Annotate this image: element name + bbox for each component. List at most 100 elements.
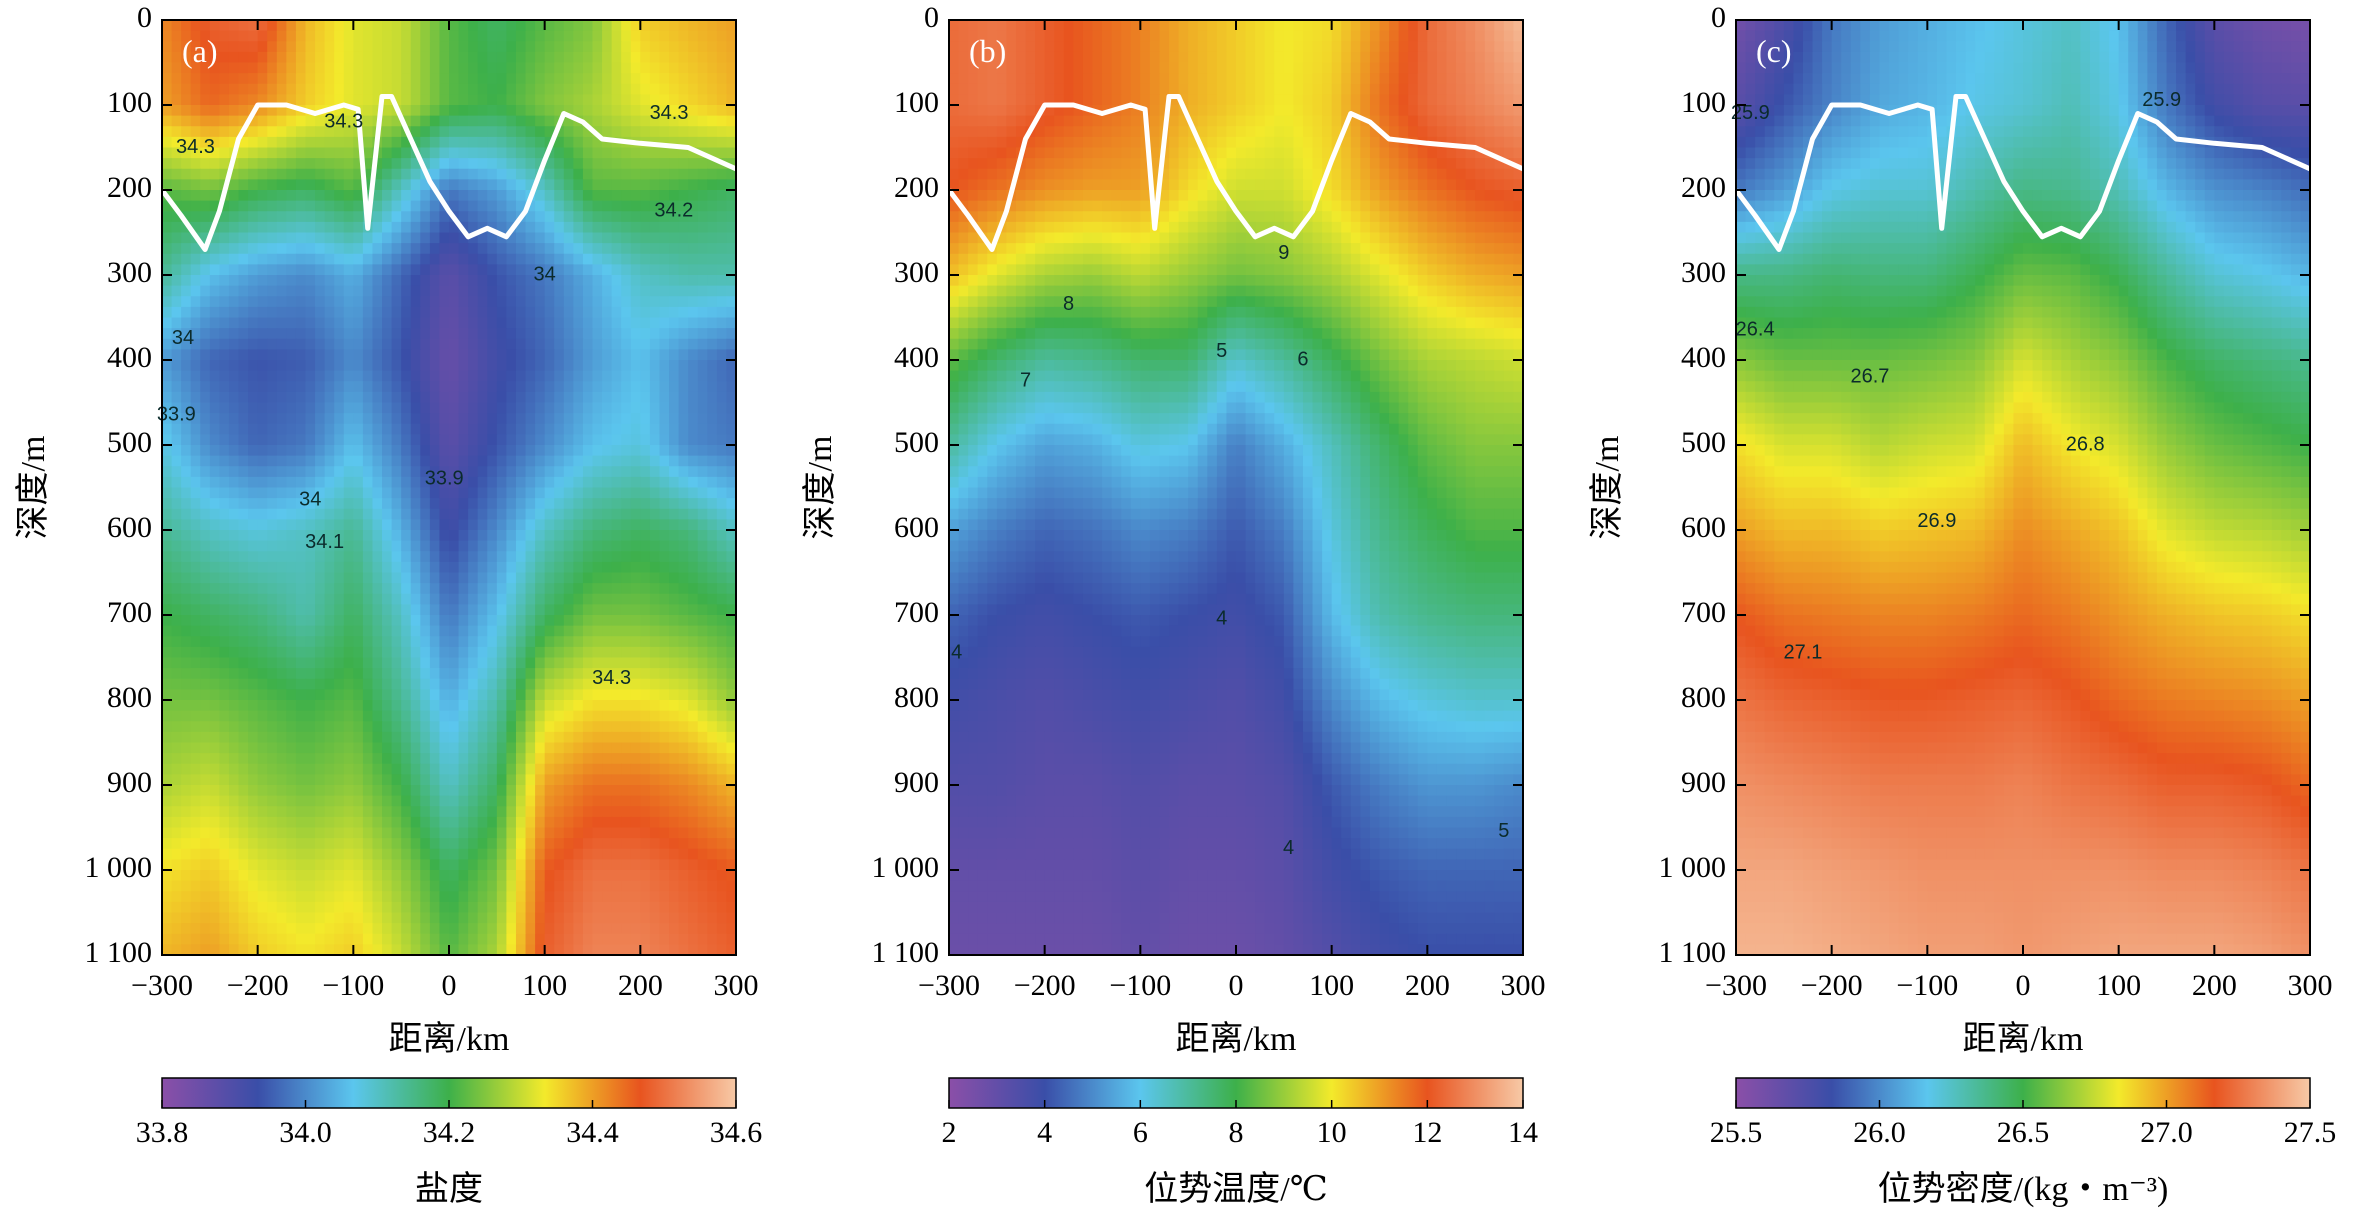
heatmap-cell — [267, 445, 278, 457]
heatmap-cell — [707, 30, 718, 42]
heatmap-cell — [315, 51, 326, 64]
heatmap-cell — [324, 583, 335, 595]
heatmap-cell — [582, 94, 594, 106]
heatmap-cell — [248, 317, 259, 329]
heatmap-cell — [688, 94, 699, 106]
heatmap-cell — [410, 774, 421, 786]
heatmap-cell — [420, 625, 431, 637]
heatmap-cell — [382, 243, 393, 255]
heatmap-cell — [420, 848, 431, 860]
heatmap-cell — [582, 880, 594, 892]
heatmap-cell — [449, 349, 460, 361]
heatmap-cell — [429, 721, 441, 733]
heatmap-cell — [276, 795, 287, 807]
heatmap-cell — [171, 168, 182, 180]
heatmap-cell — [391, 487, 402, 499]
heatmap-cell — [391, 147, 402, 159]
heatmap-cell — [267, 190, 278, 202]
heatmap-cell — [563, 285, 574, 297]
heatmap-cell — [525, 859, 536, 871]
heatmap-cell — [353, 476, 364, 489]
heatmap-cell — [640, 105, 651, 117]
heatmap-cell — [324, 434, 335, 446]
heatmap-cell — [238, 296, 249, 308]
heatmap-cell — [334, 891, 345, 903]
heatmap-cell — [592, 381, 603, 393]
heatmap-cell — [487, 636, 498, 648]
heatmap-cell — [219, 721, 230, 733]
heatmap-cell — [276, 62, 287, 74]
heatmap-cell — [353, 285, 364, 297]
heatmap-cell — [228, 551, 240, 563]
heatmap-cell — [477, 434, 488, 446]
heatmap-cell — [410, 870, 421, 882]
heatmap-cell — [420, 445, 431, 457]
heatmap-cell — [334, 105, 345, 117]
heatmap-cell — [506, 179, 517, 191]
heatmap-cell — [276, 466, 287, 478]
heatmap-cell — [162, 848, 173, 860]
heatmap-cell — [716, 508, 728, 520]
heatmap-cell — [276, 540, 287, 552]
heatmap-cell — [582, 73, 594, 85]
heatmap-cell — [716, 572, 728, 584]
heatmap-cell — [238, 540, 249, 552]
heatmap-cell — [324, 211, 335, 223]
heatmap-cell — [716, 147, 728, 159]
heatmap-cell — [228, 190, 240, 202]
heatmap-cell — [458, 413, 469, 425]
heatmap-cell — [602, 785, 613, 797]
heatmap-cell — [688, 136, 699, 149]
heatmap-cell — [640, 190, 651, 202]
heatmap-cell — [305, 381, 316, 393]
heatmap-cell — [295, 317, 307, 329]
heatmap-cell — [190, 646, 201, 659]
heatmap-cell — [276, 275, 287, 287]
heatmap-cell — [697, 190, 708, 202]
heatmap-cell — [420, 41, 431, 53]
heatmap-cell — [219, 455, 230, 467]
heatmap-cell — [190, 221, 201, 234]
heatmap-cell — [449, 190, 460, 202]
heatmap-cell — [640, 317, 651, 329]
heatmap-cell — [353, 73, 364, 85]
heatmap-cell — [630, 870, 641, 882]
heatmap-cell — [602, 700, 613, 712]
heatmap-cell — [477, 296, 488, 308]
heatmap-cell — [487, 466, 498, 478]
heatmap-cell — [544, 519, 555, 531]
heatmap-cell — [573, 753, 584, 765]
heatmap-cell — [228, 370, 240, 382]
heatmap-cell — [162, 445, 173, 457]
heatmap-cell — [362, 816, 374, 829]
heatmap-cell — [496, 317, 507, 329]
heatmap-cell — [449, 721, 460, 733]
heatmap-cell — [401, 190, 412, 202]
heatmap-cell — [515, 296, 527, 308]
heatmap-cell — [554, 625, 565, 637]
heatmap-cell — [573, 816, 584, 829]
heatmap-cell — [410, 41, 421, 53]
heatmap-cell — [171, 253, 182, 265]
heatmap-cell — [669, 763, 680, 775]
heatmap-cell — [535, 370, 546, 382]
heatmap-cell — [382, 678, 393, 690]
heatmap-cell — [669, 221, 680, 234]
heatmap-cell — [401, 508, 412, 520]
heatmap-cell — [276, 136, 287, 149]
heatmap-cell — [707, 530, 718, 542]
heatmap-cell — [190, 381, 201, 393]
heatmap-cell — [458, 20, 469, 32]
heatmap-cell — [286, 51, 297, 64]
heatmap-cell — [200, 136, 211, 149]
heatmap-cell — [391, 168, 402, 180]
heatmap-cell — [439, 51, 450, 64]
heatmap-cell — [372, 498, 383, 510]
heatmap-cell — [391, 604, 402, 616]
heatmap-cell — [649, 795, 661, 807]
heatmap-cell — [449, 253, 460, 265]
heatmap-cell — [420, 221, 431, 234]
heatmap-cell — [449, 434, 460, 446]
heatmap-cell — [468, 519, 479, 531]
heatmap-cell — [611, 168, 622, 180]
